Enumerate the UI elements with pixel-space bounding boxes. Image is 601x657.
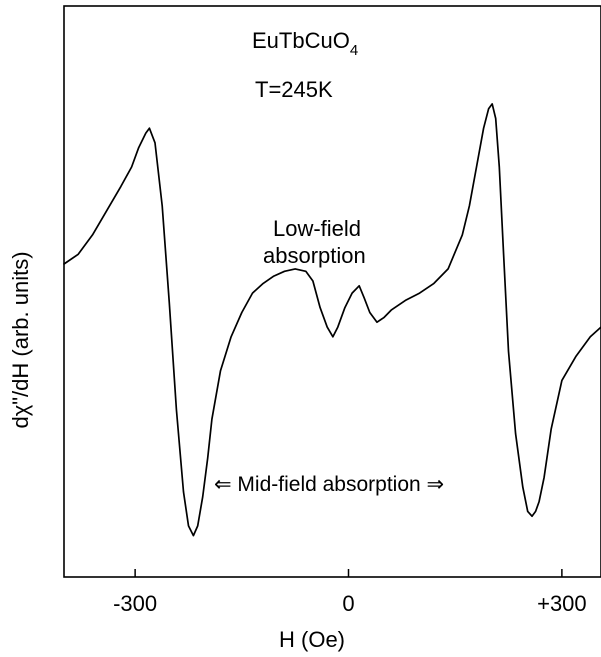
- y-axis-label: dχ"/dH (arb. units): [8, 251, 33, 428]
- annotation-low-field-2: absorption: [263, 243, 366, 268]
- title-subscript: 4: [350, 42, 358, 59]
- x-tick-label: +300: [537, 591, 587, 616]
- x-tick-label: 0: [342, 591, 354, 616]
- x-axis-label: H (Oe): [279, 627, 345, 652]
- annotation-mid-field: ⇐ Mid-field absorption ⇒: [214, 473, 444, 496]
- title-temperature: T=245K: [255, 77, 333, 102]
- annotation-low-field-1: Low-field: [273, 216, 361, 241]
- plot-frame: [63, 5, 601, 578]
- title-main: EuTbCuO: [252, 28, 350, 53]
- data-curve: [63, 103, 601, 537]
- x-ticks: -300 0 +300: [113, 569, 587, 616]
- title-compound: EuTbCuO4: [252, 28, 358, 59]
- x-tick-label: -300: [113, 591, 157, 616]
